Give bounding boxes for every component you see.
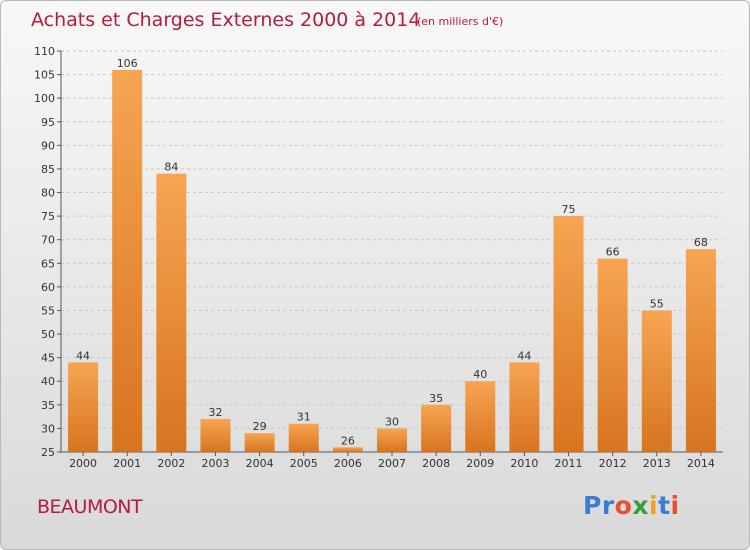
logo-letter: r [601, 491, 615, 520]
bar [641, 310, 672, 452]
logo-letter: t [658, 491, 671, 520]
data-label: 84 [164, 161, 178, 174]
y-tick-label: 70 [41, 234, 55, 247]
logo-letter: x [632, 491, 649, 520]
bar [112, 69, 143, 452]
y-tick-label: 95 [41, 116, 55, 129]
y-tick-label: 25 [41, 446, 55, 459]
data-label: 35 [429, 392, 443, 405]
y-tick-label: 100 [34, 92, 55, 105]
x-tick-label: 2004 [246, 457, 274, 470]
bar [597, 258, 628, 452]
x-tick-label: 2000 [69, 457, 97, 470]
bar [288, 423, 319, 452]
data-label: 26 [341, 434, 355, 447]
y-tick-label: 30 [41, 422, 55, 435]
data-labels: 44 106 84 32 29 31 26 30 35 40 44 75 66 55 68 [76, 57, 708, 447]
bar [200, 418, 231, 452]
logo-letter: i [670, 491, 680, 520]
y-tick-label: 55 [41, 304, 55, 317]
y-tick-label: 85 [41, 163, 55, 176]
bar [244, 433, 275, 452]
data-label: 31 [297, 411, 311, 424]
x-tick-label: 2009 [466, 457, 494, 470]
x-tick-label: 2012 [599, 457, 627, 470]
y-tick-label: 45 [41, 352, 55, 365]
bar [68, 362, 99, 452]
bar [421, 404, 452, 452]
y-tick-label: 110 [34, 45, 55, 58]
bar [553, 216, 584, 452]
y-tick-label: 90 [41, 139, 55, 152]
y-tick-label: 40 [41, 375, 55, 388]
data-label: 66 [606, 246, 620, 259]
x-tick-label: 2008 [422, 457, 450, 470]
x-tick-label: 2003 [201, 457, 229, 470]
data-label: 32 [208, 406, 222, 419]
bar [332, 447, 363, 452]
data-label: 55 [650, 297, 664, 310]
data-label: 44 [76, 349, 90, 362]
data-label: 106 [117, 57, 138, 70]
bar [156, 173, 187, 453]
data-label: 40 [473, 368, 487, 381]
x-tick-label: 2007 [378, 457, 406, 470]
x-tick-label: 2002 [157, 457, 185, 470]
bar [465, 381, 496, 452]
data-label: 30 [385, 415, 399, 428]
y-tick-label: 35 [41, 399, 55, 412]
x-tick-label: 2006 [334, 457, 362, 470]
bars [68, 69, 716, 453]
data-label: 44 [517, 349, 531, 362]
x-tick-label: 2010 [510, 457, 538, 470]
town-name: BEAUMONT [37, 496, 143, 518]
logo-letter: i [649, 491, 659, 520]
data-label: 29 [253, 420, 267, 433]
chart-title: Achats et Charges Externes 2000 à 2014 [31, 9, 421, 31]
data-label: 75 [562, 203, 576, 216]
y-tick-label: 105 [34, 69, 55, 82]
data-label: 68 [694, 236, 708, 249]
x-tick-label: 2013 [643, 457, 671, 470]
x-tick-label: 2014 [687, 457, 715, 470]
chart-subtitle: (en milliers d'€) [417, 15, 504, 28]
y-tick-label: 60 [41, 281, 55, 294]
y-tick-label: 50 [41, 328, 55, 341]
x-tick-label: 2011 [555, 457, 583, 470]
x-tick-label: 2001 [113, 457, 141, 470]
y-tick-label: 65 [41, 257, 55, 270]
y-tick-label: 75 [41, 210, 55, 223]
x-tick-label: 2005 [290, 457, 318, 470]
bar [376, 428, 408, 452]
proxiti-logo[interactable]: Proxiti [583, 491, 680, 520]
logo-letter: o [614, 491, 633, 520]
y-tick-label: 80 [41, 187, 55, 200]
logo-letter: P [583, 491, 602, 520]
bar [685, 249, 716, 452]
bar [509, 362, 540, 452]
